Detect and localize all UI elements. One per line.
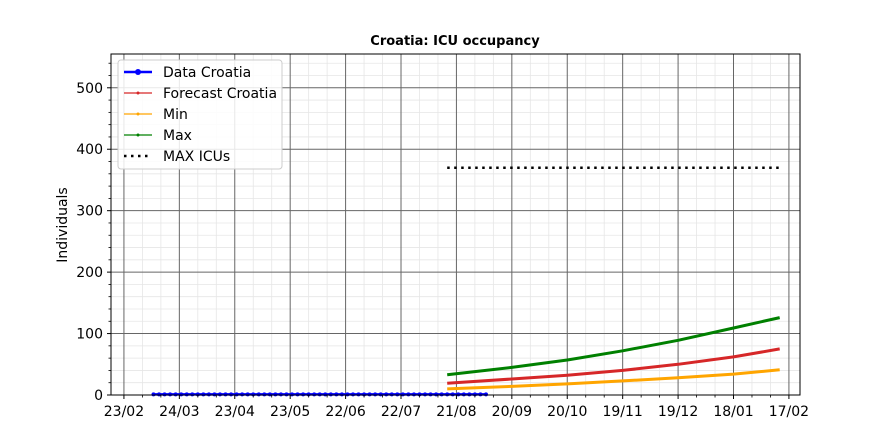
x-tick-label: 22/06 xyxy=(325,404,365,420)
legend-label-data-croatia: Data Croatia xyxy=(163,65,251,81)
x-tick-label: 19/11 xyxy=(602,404,642,420)
y-axis: 0 100 200 300 400 500 xyxy=(76,62,111,404)
y-tick-label: 300 xyxy=(76,204,103,220)
x-tick-label: 20/10 xyxy=(547,404,587,420)
x-tick-label: 20/09 xyxy=(492,404,532,420)
marker-data-croatia xyxy=(317,392,322,397)
legend-label-max: Max xyxy=(163,128,192,144)
chart-title: Croatia: ICU occupancy xyxy=(370,34,540,49)
x-tick-label: 18/01 xyxy=(713,404,753,420)
y-tick-label: 400 xyxy=(76,142,103,158)
marker-data-croatia xyxy=(467,392,472,397)
marker-data-croatia xyxy=(245,392,250,397)
marker-data-croatia xyxy=(406,392,411,397)
legend-marker-max xyxy=(136,133,140,137)
marker-data-croatia xyxy=(190,392,195,397)
legend-box xyxy=(117,59,283,170)
marker-data-croatia xyxy=(395,392,400,397)
marker-data-croatia xyxy=(389,392,394,397)
minor-grid xyxy=(111,54,800,395)
marker-data-croatia xyxy=(278,392,283,397)
legend-label-max-icus: MAX ICUs xyxy=(163,149,230,165)
marker-data-croatia xyxy=(445,392,450,397)
marker-data-croatia xyxy=(295,392,300,397)
marker-data-croatia xyxy=(162,392,167,397)
y-tick-label: 200 xyxy=(76,265,103,281)
marker-data-croatia xyxy=(411,392,416,397)
marker-data-croatia xyxy=(323,392,328,397)
legend-marker-forecast-croatia xyxy=(136,91,140,95)
y-tick-label: 0 xyxy=(94,388,103,404)
marker-data-croatia xyxy=(256,392,261,397)
marker-data-croatia xyxy=(478,392,483,397)
x-axis: 23/02 24/03 23/04 23/05 22/06 22/07 21/08 20/09… xyxy=(104,395,809,420)
series-forecast-croatia xyxy=(447,347,780,385)
x-tick-label: 22/07 xyxy=(381,404,421,420)
marker-data-croatia xyxy=(384,392,389,397)
legend-marker-min xyxy=(136,112,140,116)
marker-data-croatia xyxy=(378,392,383,397)
marker-data-croatia xyxy=(434,392,439,397)
marker-data-croatia xyxy=(223,392,228,397)
marker-data-croatia xyxy=(461,392,466,397)
marker-data-croatia xyxy=(373,392,378,397)
marker-data-croatia xyxy=(301,392,306,397)
x-tick-label: 23/04 xyxy=(215,404,255,420)
x-tick-label: 24/03 xyxy=(159,404,199,420)
y-tick-label: 100 xyxy=(76,327,103,343)
marker-data-croatia xyxy=(334,392,339,397)
marker-data-croatia xyxy=(151,392,156,397)
y-axis-label: Individuals xyxy=(55,187,71,262)
x-tick-label: 17/02 xyxy=(769,404,809,420)
x-tick-label: 19/12 xyxy=(658,404,698,420)
x-tick-label: 21/08 xyxy=(436,404,476,420)
x-tick-label: 23/02 xyxy=(104,404,144,420)
marker-data-croatia xyxy=(168,392,173,397)
marker-data-croatia xyxy=(206,392,211,397)
marker-data-croatia xyxy=(367,392,372,397)
marker-data-croatia xyxy=(356,392,361,397)
x-tick-label: 23/05 xyxy=(270,404,310,420)
legend-label-min: Min xyxy=(163,107,188,123)
series-min xyxy=(447,368,780,391)
marker-data-croatia xyxy=(240,392,245,397)
plot-frame xyxy=(110,53,801,396)
legend-label-forecast-croatia: Forecast Croatia xyxy=(163,86,277,102)
marker-data-croatia xyxy=(350,392,355,397)
marker-data-croatia xyxy=(423,392,428,397)
legend: Data Croatia Forecast Croatia Min Max MAX IC… xyxy=(117,59,283,170)
marker-data-croatia xyxy=(267,392,272,397)
marker-data-croatia xyxy=(339,392,344,397)
marker-data-croatia xyxy=(428,392,433,397)
marker-data-croatia xyxy=(284,392,289,397)
marker-data-croatia xyxy=(184,392,189,397)
legend-marker-data-croatia xyxy=(135,69,141,75)
series-max xyxy=(447,316,781,377)
marker-data-croatia xyxy=(201,392,206,397)
marker-data-croatia xyxy=(328,392,333,397)
marker-data-croatia xyxy=(483,392,488,397)
marker-data-croatia xyxy=(173,392,178,397)
marker-data-croatia xyxy=(212,392,217,397)
marker-data-croatia xyxy=(450,392,455,397)
marker-data-croatia xyxy=(312,392,317,397)
marker-data-croatia xyxy=(217,392,222,397)
marker-data-croatia xyxy=(273,392,278,397)
marker-data-croatia xyxy=(439,392,444,397)
marker-data-croatia xyxy=(229,392,234,397)
marker-data-croatia xyxy=(262,392,267,397)
marker-data-croatia xyxy=(157,392,162,397)
y-tick-label: 500 xyxy=(76,81,103,97)
